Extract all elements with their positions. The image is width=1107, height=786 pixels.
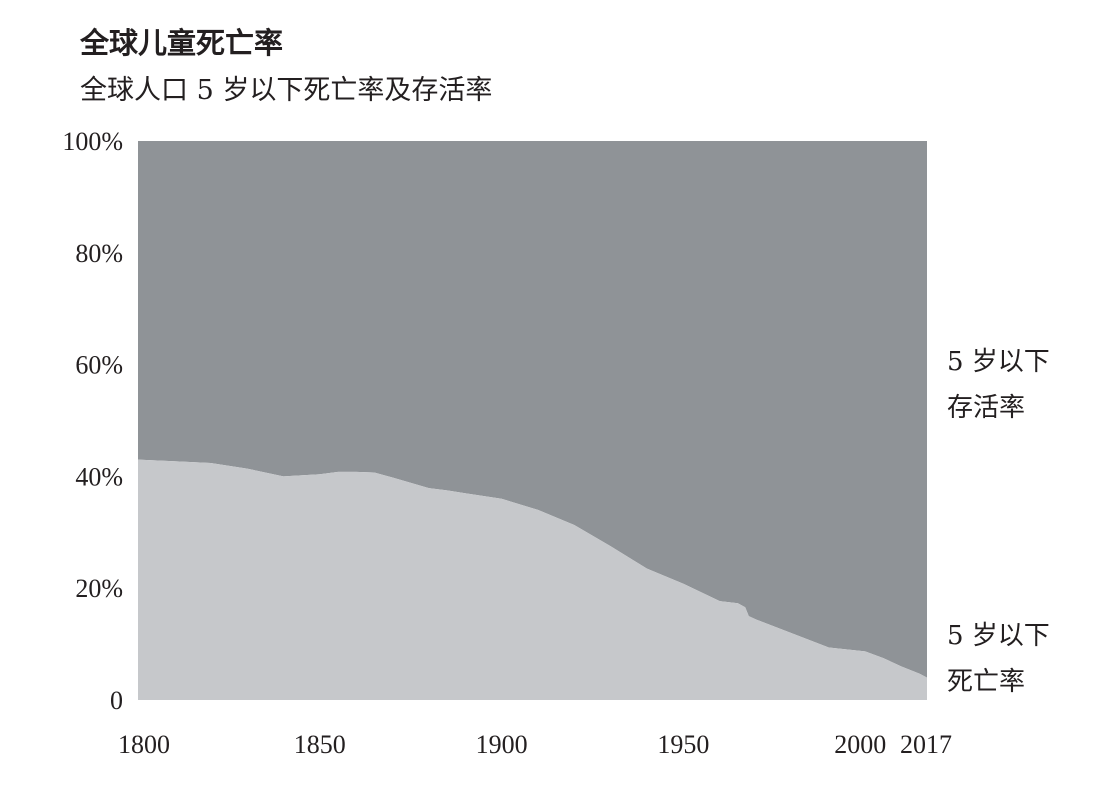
x-tick-label: 1800 — [118, 730, 170, 759]
survival-series-label: 存活率 — [947, 393, 1025, 423]
x-tick-label: 1950 — [657, 730, 709, 759]
chart-title: 全球儿童死亡率 — [80, 26, 284, 60]
mortality-series-label: 5 岁以下 — [947, 621, 1050, 651]
x-tick-label: 1850 — [294, 730, 346, 759]
survival-series-label: 5 岁以下 — [947, 347, 1050, 377]
mortality-series-label: 死亡率 — [947, 667, 1025, 697]
y-tick-label: 80% — [75, 239, 123, 268]
y-tick-label: 100% — [62, 127, 123, 156]
x-tick-label: 2000 — [834, 730, 886, 759]
chart-subtitle: 全球人口 5 岁以下死亡率及存活率 — [80, 75, 493, 106]
y-tick-label: 40% — [75, 462, 123, 491]
y-tick-label: 0 — [110, 686, 123, 715]
y-tick-label: 20% — [75, 574, 123, 603]
survival-area — [138, 141, 927, 678]
x-tick-label: 1900 — [476, 730, 528, 759]
x-tick-label: 2017 — [900, 730, 952, 759]
y-tick-label: 60% — [75, 351, 123, 380]
mortality-area — [138, 459, 927, 700]
